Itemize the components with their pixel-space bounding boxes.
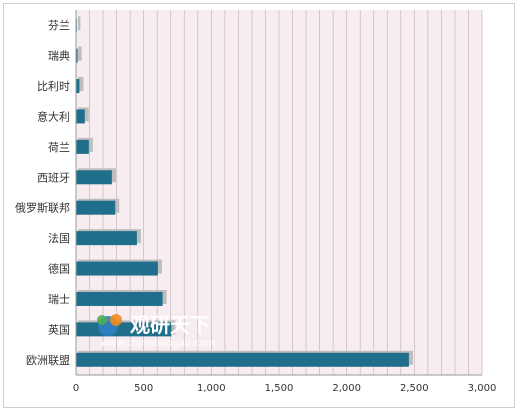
watermark-logo-icon bbox=[97, 314, 122, 336]
category-label: 荷兰 bbox=[48, 141, 70, 154]
axes bbox=[75, 10, 482, 376]
bar bbox=[76, 139, 89, 154]
category-label: 芬兰 bbox=[48, 19, 70, 32]
category-label: 欧洲联盟 bbox=[26, 354, 70, 367]
watermark-url: www.chinabaogao.com bbox=[100, 338, 215, 349]
bar bbox=[76, 48, 78, 63]
category-label: 英国 bbox=[48, 322, 70, 336]
category-label: 俄罗斯联邦 bbox=[15, 202, 70, 215]
x-tick-label: 2,000 bbox=[332, 383, 361, 394]
category-label: 西班牙 bbox=[37, 171, 70, 184]
category-label: 意大利 bbox=[37, 109, 70, 123]
x-tick-label: 3,000 bbox=[468, 383, 497, 394]
x-tick-label: 2,500 bbox=[400, 383, 429, 394]
chart-frame: 芬兰瑞典比利时意大利荷兰西班牙俄罗斯联邦法国德国瑞士英国欧洲联盟 0 500 1,0… bbox=[3, 3, 515, 408]
category-label: 瑞士 bbox=[48, 292, 70, 306]
x-tick-label: 0 bbox=[73, 383, 79, 394]
bar-shadow bbox=[78, 77, 84, 92]
category-label: 德国 bbox=[48, 262, 70, 276]
category-label: 法国 bbox=[48, 231, 70, 245]
grid-lines bbox=[89, 10, 483, 375]
bar bbox=[76, 200, 116, 215]
x-tick-labels: 0 500 1,000 1,500 2,000 2,500 3,000 bbox=[73, 383, 497, 394]
bar bbox=[76, 231, 137, 246]
bar-shadow bbox=[78, 16, 81, 31]
bar bbox=[76, 291, 163, 306]
x-tick-label: 500 bbox=[134, 383, 153, 394]
bar bbox=[76, 79, 80, 94]
watermark: 观研天下 www.chinabaogao.com bbox=[97, 313, 215, 349]
x-tick-label: 1,500 bbox=[265, 383, 294, 394]
watermark-brand: 观研天下 bbox=[130, 313, 210, 337]
bar bbox=[76, 352, 409, 367]
bar bbox=[76, 261, 158, 276]
bar bbox=[76, 170, 112, 185]
bar-shadow bbox=[78, 46, 82, 61]
x-tick-label: 1,000 bbox=[197, 383, 226, 394]
bar bbox=[76, 109, 85, 124]
category-label: 瑞典 bbox=[48, 49, 70, 63]
category-label: 比利时 bbox=[37, 80, 70, 93]
